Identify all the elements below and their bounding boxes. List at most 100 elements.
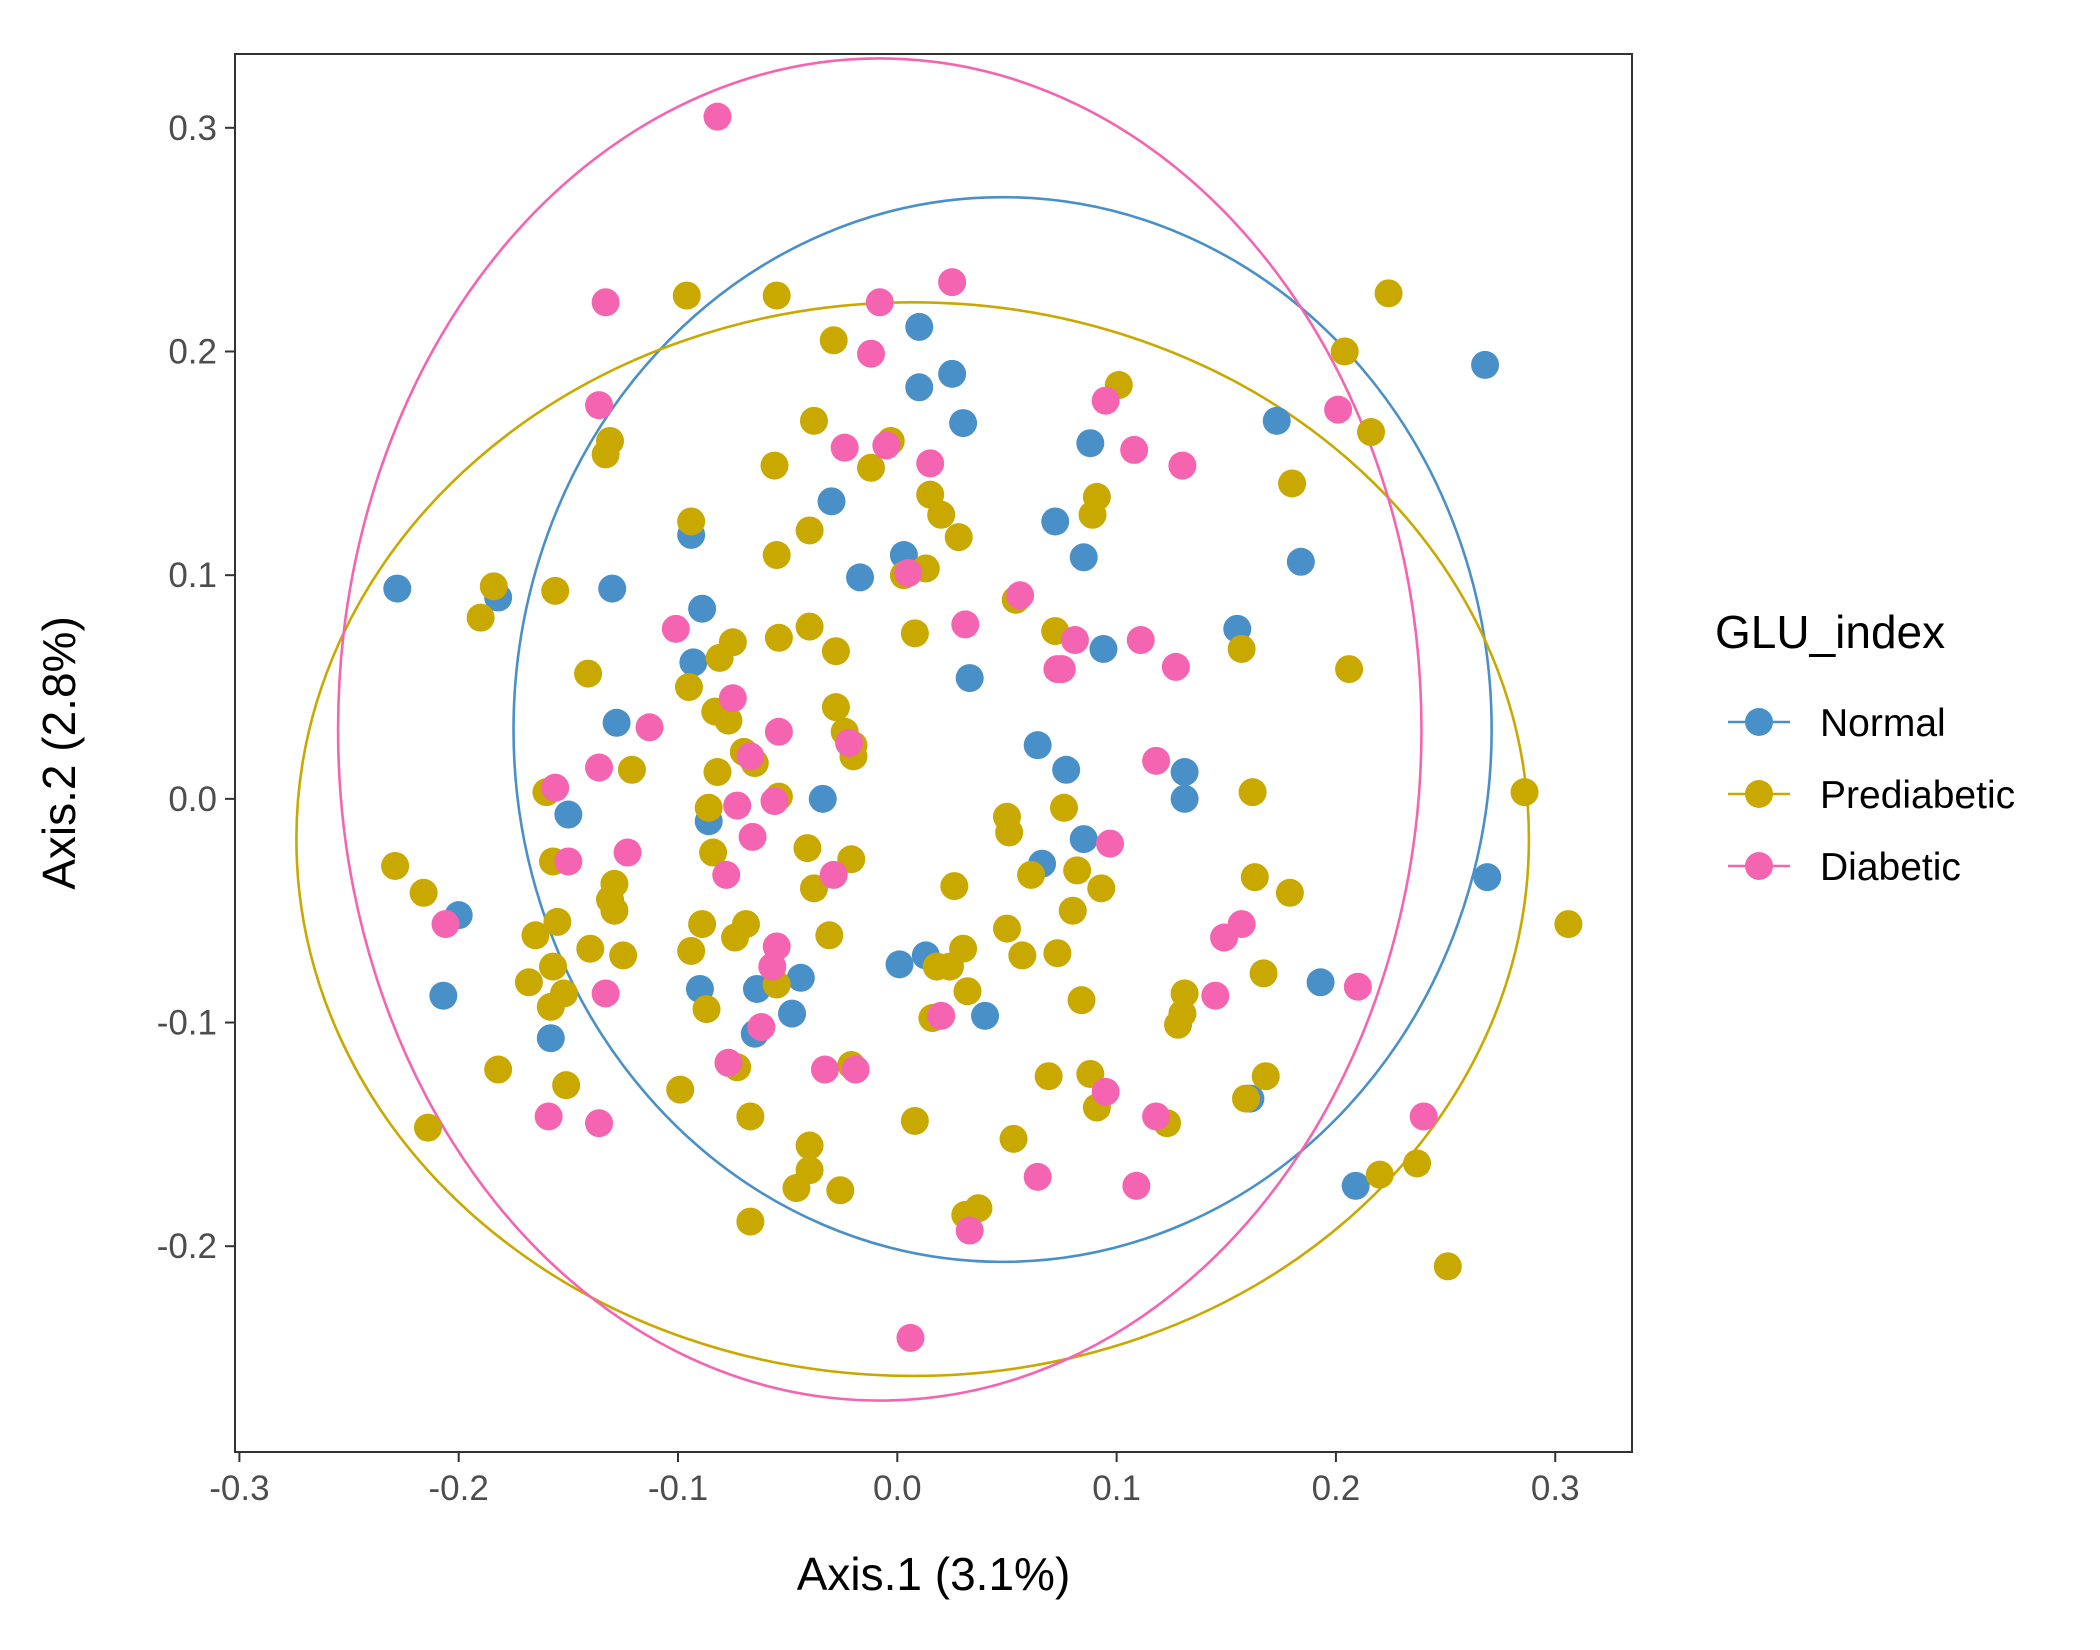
- point-prediabetic: [1238, 778, 1267, 807]
- point-diabetic: [534, 1102, 563, 1131]
- legend-key-point: [1745, 780, 1773, 808]
- point-prediabetic: [736, 1207, 765, 1236]
- point-prediabetic: [760, 451, 789, 480]
- point-prediabetic: [1063, 856, 1092, 885]
- point-diabetic: [1120, 435, 1149, 464]
- point-diabetic: [894, 558, 923, 587]
- point-prediabetic: [1330, 337, 1359, 366]
- x-axis-title: Axis.1 (3.1%): [797, 1548, 1071, 1600]
- point-prediabetic: [1278, 469, 1307, 498]
- point-prediabetic: [699, 838, 728, 867]
- legend-label-prediabetic: Prediabetic: [1820, 774, 2015, 817]
- x-tick-label: 0.0: [873, 1469, 922, 1508]
- point-diabetic: [955, 1216, 984, 1245]
- y-axis: -0.2 -0.1 0.0 0.1 0.2 0.3: [157, 109, 235, 1266]
- point-diabetic: [738, 822, 767, 851]
- point-prediabetic: [900, 619, 929, 648]
- x-axis: -0.3 -0.2 -0.1 0.0 0.1 0.2 0.3: [209, 1452, 1580, 1508]
- point-diabetic: [1142, 746, 1171, 775]
- point-diabetic: [635, 713, 664, 742]
- point-prediabetic: [944, 523, 973, 552]
- point-diabetic: [764, 717, 793, 746]
- point-prediabetic: [1510, 778, 1539, 807]
- point-normal: [938, 359, 967, 388]
- point-diabetic: [1023, 1162, 1052, 1191]
- y-axis-title: Axis.2 (2.8%): [33, 616, 85, 890]
- y-tick-label: 0.1: [168, 556, 217, 595]
- point-prediabetic: [677, 507, 706, 536]
- point-diabetic: [1142, 1102, 1171, 1131]
- point-normal: [817, 487, 846, 516]
- point-diabetic: [938, 268, 967, 297]
- point-normal: [1052, 755, 1081, 784]
- point-diabetic: [1161, 652, 1190, 681]
- point-prediabetic: [856, 453, 885, 482]
- point-prediabetic: [484, 1055, 513, 1084]
- point-diabetic: [951, 610, 980, 639]
- point-diabetic: [760, 787, 789, 816]
- point-prediabetic: [795, 516, 824, 545]
- point-prediabetic: [1058, 896, 1087, 925]
- point-diabetic: [591, 979, 620, 1008]
- point-normal: [905, 312, 934, 341]
- point-prediabetic: [1082, 482, 1111, 511]
- point-prediabetic: [381, 851, 410, 880]
- point-prediabetic: [815, 921, 844, 950]
- point-prediabetic: [1335, 655, 1364, 684]
- point-prediabetic: [1043, 939, 1072, 968]
- data-points: [381, 102, 1583, 1352]
- point-prediabetic: [819, 326, 848, 355]
- point-diabetic: [613, 838, 642, 867]
- point-diabetic: [896, 1323, 925, 1352]
- ellipse-prediabetic: [295, 300, 1531, 1378]
- point-normal: [383, 574, 412, 603]
- point-prediabetic: [688, 910, 717, 939]
- point-diabetic: [736, 742, 765, 771]
- x-tick-label: 0.1: [1092, 1469, 1141, 1508]
- point-prediabetic: [1049, 793, 1078, 822]
- point-normal: [1471, 350, 1500, 379]
- point-normal: [949, 409, 978, 438]
- point-prediabetic: [521, 921, 550, 950]
- x-tick-label: -0.1: [648, 1469, 708, 1508]
- point-normal: [1262, 406, 1291, 435]
- point-prediabetic: [1365, 1160, 1394, 1189]
- point-diabetic: [872, 431, 901, 460]
- point-normal: [1069, 825, 1098, 854]
- point-diabetic: [841, 1055, 870, 1084]
- point-diabetic: [554, 847, 583, 876]
- point-prediabetic: [1554, 910, 1583, 939]
- point-prediabetic: [541, 576, 570, 605]
- point-normal: [1341, 1171, 1370, 1200]
- point-normal: [429, 981, 458, 1010]
- x-tick-label: -0.3: [209, 1469, 269, 1508]
- point-prediabetic: [413, 1113, 442, 1142]
- point-prediabetic: [940, 872, 969, 901]
- point-diabetic: [591, 288, 620, 317]
- point-diabetic: [856, 339, 885, 368]
- point-normal: [1069, 543, 1098, 572]
- point-prediabetic: [799, 874, 828, 903]
- point-prediabetic: [1374, 279, 1403, 308]
- point-diabetic: [1168, 451, 1197, 480]
- point-diabetic: [703, 102, 732, 131]
- y-tick-label: -0.1: [157, 1004, 217, 1043]
- point-diabetic: [712, 860, 741, 889]
- point-diabetic: [835, 728, 864, 757]
- point-prediabetic: [409, 878, 438, 907]
- point-prediabetic: [694, 793, 723, 822]
- y-tick-label: 0.2: [168, 332, 217, 371]
- point-prediabetic: [596, 426, 625, 455]
- point-prediabetic: [600, 896, 629, 925]
- point-prediabetic: [543, 907, 572, 936]
- point-diabetic: [1096, 829, 1125, 858]
- point-prediabetic: [953, 977, 982, 1006]
- legend-title: GLU_index: [1715, 606, 1945, 658]
- point-prediabetic: [617, 755, 646, 784]
- point-normal: [1076, 429, 1105, 458]
- point-diabetic: [585, 1109, 614, 1138]
- point-prediabetic: [795, 1131, 824, 1160]
- point-diabetic: [810, 1055, 839, 1084]
- point-normal: [786, 963, 815, 992]
- point-normal: [688, 594, 717, 623]
